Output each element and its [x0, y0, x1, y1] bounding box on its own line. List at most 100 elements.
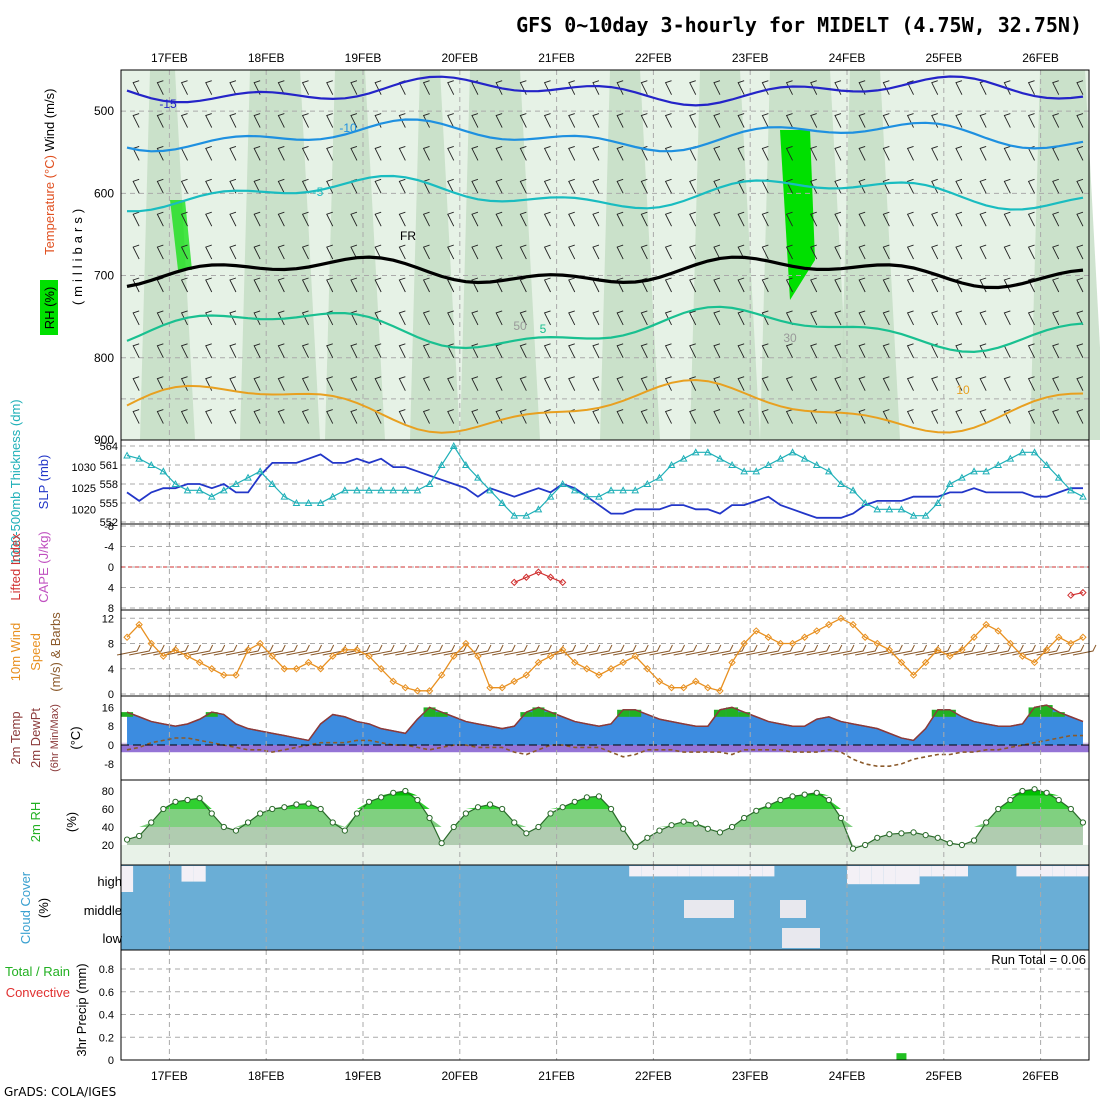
thickness-point [728, 460, 736, 468]
li-tick-label: -8 [104, 521, 114, 533]
wind-barb [519, 310, 527, 326]
contour-label: 5 [540, 322, 547, 336]
wind-barb [640, 244, 648, 260]
wind-barb [1076, 409, 1084, 424]
wind-barb [1052, 343, 1060, 358]
wind-barb [882, 343, 890, 358]
wind10-barb [479, 644, 504, 656]
wind-speed-point [752, 627, 760, 635]
wind10-barb [794, 644, 819, 656]
precip-tick-label: 0.8 [99, 964, 114, 976]
wind-barb [277, 343, 285, 358]
cloud-fill [121, 865, 1089, 950]
rh2m-point [934, 834, 941, 841]
wind-barb [422, 343, 430, 358]
wind-barb [689, 211, 697, 227]
wind10-barb [492, 644, 516, 656]
thickness-point [171, 479, 180, 487]
rh-moist-band [600, 70, 660, 440]
precip-panel: 0.8 0.6 0.4 0.2 0 [99, 949, 1090, 1067]
wind-speed-point [304, 658, 313, 667]
wind10-barb [141, 644, 165, 656]
wind10-barb [189, 644, 214, 656]
wind-barb [350, 376, 358, 391]
wind-barb [447, 244, 455, 260]
wind-barb [398, 146, 406, 161]
wind-barb [592, 244, 600, 260]
wind-barb [398, 211, 406, 227]
upper-units-ylabel: (millibars) [70, 205, 85, 305]
wind-barb [737, 244, 745, 260]
cloud-high-gap [907, 866, 920, 885]
wind-barb [543, 376, 551, 391]
wind-barb [301, 376, 309, 391]
wind-barb [519, 409, 527, 424]
wind-barb [906, 80, 914, 95]
thickness-point [970, 467, 978, 475]
wind-barb [834, 211, 842, 227]
thickness-point [316, 498, 325, 506]
rh2m-point [123, 836, 131, 843]
wind-barb [1052, 113, 1060, 128]
cloud-high-gap [689, 866, 702, 877]
wind-barb [1003, 113, 1011, 128]
wind-barb [326, 244, 334, 260]
temp-contour-5 [126, 305, 1084, 354]
wind-barb [931, 178, 939, 194]
wind-barb [471, 376, 479, 391]
wind-speed-point [159, 652, 168, 660]
thickness-point [607, 486, 615, 494]
wind-barb [277, 244, 285, 260]
wind-speed-point [522, 671, 531, 679]
wind-barb [858, 409, 866, 424]
cloud-high-gap [919, 866, 932, 877]
wind-barb [277, 376, 285, 391]
wind-speed-point [413, 687, 422, 695]
wind-barb [689, 113, 697, 128]
thickness-point [280, 492, 289, 500]
wind-speed-point [704, 683, 712, 692]
rh2m-point [753, 807, 760, 814]
wind-speed-point [897, 658, 906, 667]
wind-barb [519, 343, 527, 358]
thickness-point [595, 492, 603, 500]
wind10-barb [310, 644, 335, 656]
cloud-high-gap [641, 866, 654, 877]
wind10-barb [879, 644, 903, 656]
wind-barb [640, 310, 648, 326]
cloud-high-gap [701, 866, 714, 877]
thickness-point [558, 479, 567, 487]
wind-barb [761, 376, 769, 391]
thickness-point [292, 498, 301, 506]
cloud-high-gap [943, 866, 956, 877]
wind-barb [543, 310, 551, 326]
wind10-barb [116, 644, 141, 656]
wind-barb [955, 80, 963, 95]
wind-barb [180, 343, 188, 358]
upper-temp-ylabel: Temperature (°C) [42, 155, 57, 255]
wind10-barb [782, 644, 806, 656]
rh2m-point [728, 823, 736, 831]
wind10-barb [1012, 644, 1036, 656]
wind-barb [180, 113, 188, 128]
wind-speed-point [195, 658, 204, 667]
wind-barb [156, 310, 164, 326]
wind-barb [132, 244, 140, 260]
wind10-barb [250, 644, 274, 656]
wind-barb [398, 113, 406, 128]
wind10-ylabel: 10m Wind [8, 623, 23, 682]
wind-barb [326, 376, 334, 391]
wind-barb [616, 211, 624, 227]
thickness-point [159, 467, 168, 475]
rh2m-point [1067, 805, 1074, 813]
li-tick-label: 0 [108, 562, 114, 574]
upper-ytick-label: 500 [94, 104, 114, 118]
rh2m-point [668, 822, 675, 829]
wind-barb [979, 343, 987, 358]
wind-barb [301, 113, 309, 128]
wind-barb [834, 244, 842, 260]
wind-barb [906, 244, 914, 260]
x-tick-label-bottom: 23FEB [732, 1069, 769, 1083]
rh2m-units-ylabel: (%) [64, 812, 79, 832]
thickness-point [365, 486, 373, 494]
